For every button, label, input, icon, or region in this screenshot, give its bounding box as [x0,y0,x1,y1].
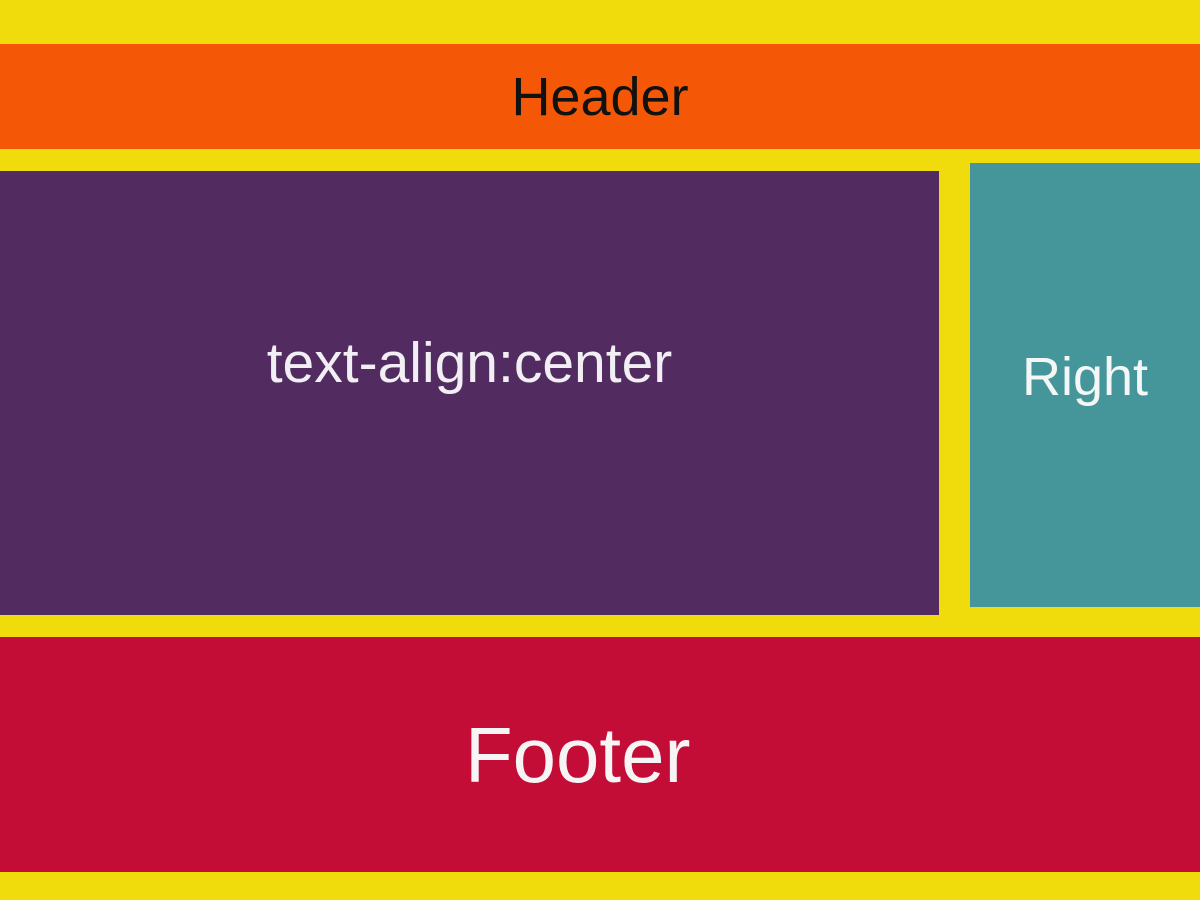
header-region: Header [0,44,1200,149]
right-region: Right [970,163,1200,607]
right-label: Right [1021,347,1149,407]
footer-label: Footer [465,710,691,799]
footer-region: Footer [0,637,1200,872]
header-label: Header [511,66,689,127]
main-label: text-align:center [266,331,673,395]
main-region: text-align:center [0,171,939,615]
